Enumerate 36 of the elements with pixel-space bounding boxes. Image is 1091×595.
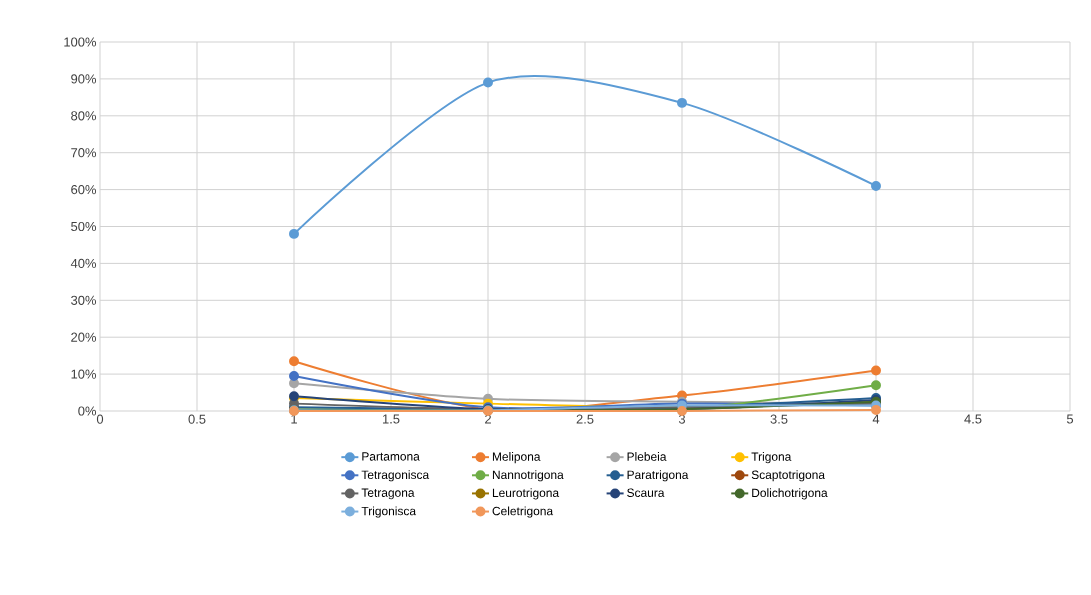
y-tick-label: 70% (71, 148, 97, 158)
y-tick-label: 10% (71, 369, 97, 379)
legend-label: Partamona (362, 452, 420, 461)
y-tick-label: 20% (71, 332, 97, 342)
x-tick-label: 3 (678, 414, 686, 424)
x-tick-label: 1 (291, 414, 297, 424)
x-tick-label: 4 (872, 414, 880, 424)
legend-label: Nannotrigona (492, 470, 564, 482)
legend-label: Trigona (751, 452, 792, 464)
x-tick-label: 1.5 (382, 414, 400, 424)
x-tick-label: 0 (96, 414, 104, 424)
legend-label: Tetragonisca (361, 470, 430, 482)
y-tick-label: 50% (71, 221, 97, 232)
x-tick-label: 5 (1066, 414, 1074, 424)
legend-label: Celetrigona (492, 506, 554, 518)
x-tick-label: 4.5 (964, 414, 982, 424)
legend-label: Trigonisca (361, 506, 417, 518)
x-tick-label: 2 (485, 414, 491, 424)
legend-label: Dolichotrigona (752, 488, 828, 500)
y-tick-label: 60% (71, 185, 97, 195)
x-tick-label: 3.5 (770, 414, 788, 424)
legend-label: Leurotrigona (492, 488, 560, 500)
y-tick-label: 80% (71, 111, 97, 121)
x-tick-label: 2.5 (576, 414, 594, 424)
legend-label: Melipona (492, 452, 541, 464)
legend-label: Scaura (627, 488, 665, 497)
y-tick-label: 40% (70, 258, 97, 268)
y-tick-label: 30% (71, 295, 97, 305)
x-tick-label: 0.5 (188, 414, 206, 424)
y-tick-label: 0% (78, 406, 97, 416)
legend-label: Tetragona (361, 488, 415, 500)
y-tick-label: 100% (64, 37, 97, 47)
y-tick-label: 90% (71, 74, 97, 84)
legend-label: Plebeia (627, 452, 667, 461)
legend-label: Scaptotrigona (751, 470, 825, 482)
legend-label: Paratrigona (627, 470, 689, 482)
